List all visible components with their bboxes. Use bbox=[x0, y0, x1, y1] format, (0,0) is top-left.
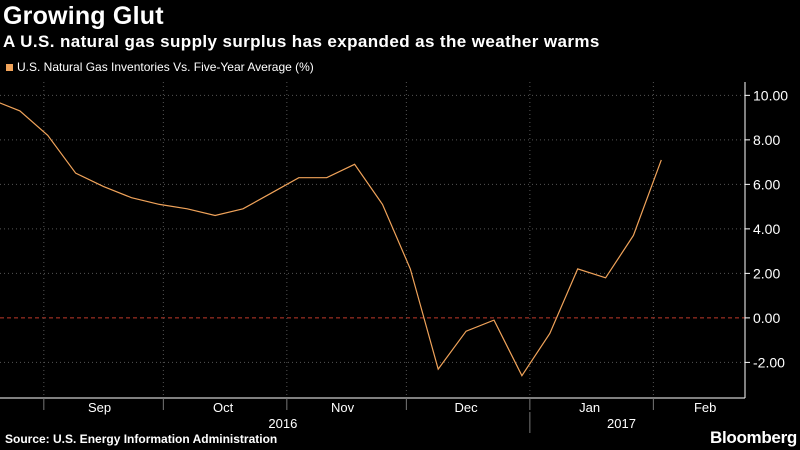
grid bbox=[0, 82, 745, 398]
y-tick-label: 0.00 bbox=[753, 310, 780, 326]
bloomberg-logo: Bloomberg bbox=[709, 428, 797, 447]
chart-title: Growing Glut bbox=[3, 2, 164, 30]
x-tick-label: Oct bbox=[213, 400, 234, 415]
x-tick-label: Nov bbox=[331, 400, 355, 415]
series-line bbox=[0, 102, 662, 377]
y-tick-label: 10.00 bbox=[753, 87, 788, 103]
chart-subtitle: A U.S. natural gas supply surplus has ex… bbox=[3, 32, 600, 51]
series bbox=[0, 102, 662, 377]
year-label: 2017 bbox=[607, 416, 636, 431]
y-tick-label: 6.00 bbox=[753, 176, 780, 192]
x-tick-label: Jan bbox=[579, 400, 600, 415]
axes: 10.00 8.00 6.00 4.00 2.00 0.00 -2.00 Sep Oct Nov D… bbox=[0, 82, 788, 433]
x-tick-label: Dec bbox=[455, 400, 479, 415]
y-tick-label: 8.00 bbox=[753, 132, 780, 148]
y-tick-label: 4.00 bbox=[753, 221, 780, 237]
year-label: 2016 bbox=[268, 416, 297, 431]
legend-label: U.S. Natural Gas Inventories Vs. Five-Ye… bbox=[17, 60, 314, 74]
y-tick-label: -2.00 bbox=[753, 354, 785, 370]
legend: U.S. Natural Gas Inventories Vs. Five-Ye… bbox=[6, 60, 314, 74]
source-note: Source: U.S. Energy Information Administ… bbox=[5, 432, 278, 446]
y-tick-label: 2.00 bbox=[753, 265, 780, 281]
x-tick-label: Feb bbox=[694, 400, 716, 415]
legend-swatch bbox=[6, 63, 13, 71]
x-tick-label: Sep bbox=[88, 400, 111, 415]
